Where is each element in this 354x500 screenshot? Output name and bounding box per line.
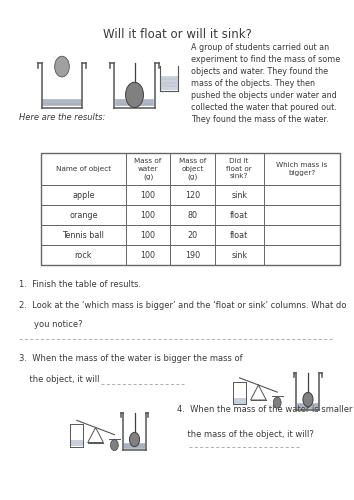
Polygon shape — [297, 403, 319, 408]
Text: apple: apple — [72, 190, 95, 200]
Text: Which mass is
bigger?: Which mass is bigger? — [276, 162, 327, 175]
Polygon shape — [42, 100, 81, 106]
Bar — [41, 225, 340, 245]
Text: 100: 100 — [141, 230, 156, 239]
Text: the object, it will: the object, it will — [19, 374, 100, 384]
Circle shape — [110, 440, 118, 450]
Text: sink: sink — [231, 190, 247, 200]
Polygon shape — [233, 398, 246, 404]
Polygon shape — [124, 444, 145, 448]
Circle shape — [55, 56, 69, 77]
Text: sink: sink — [231, 250, 247, 260]
Text: 80: 80 — [187, 210, 198, 220]
Bar — [41, 205, 340, 225]
Text: Mass of
water
(g): Mass of water (g) — [135, 158, 162, 180]
Polygon shape — [160, 76, 178, 90]
Text: you notice?: you notice? — [34, 320, 82, 329]
Text: float: float — [230, 210, 248, 220]
Bar — [41, 152, 340, 185]
Circle shape — [126, 82, 143, 108]
Text: Did it
float or
sink?: Did it float or sink? — [226, 158, 252, 180]
Text: 20: 20 — [187, 230, 198, 239]
Polygon shape — [70, 440, 83, 446]
Circle shape — [130, 432, 139, 446]
Text: Here are the results:: Here are the results: — [19, 114, 106, 122]
Text: Tennis ball: Tennis ball — [62, 230, 104, 239]
Text: Name of object: Name of object — [56, 166, 111, 172]
Text: 100: 100 — [141, 210, 156, 220]
Text: 3.  When the mass of the water is bigger the mass of: 3. When the mass of the water is bigger … — [19, 354, 243, 362]
Circle shape — [303, 392, 313, 406]
Text: A group of students carried out an
experiment to find the mass of some
objects a: A group of students carried out an exper… — [191, 42, 341, 124]
Text: 120: 120 — [185, 190, 200, 200]
Text: orange: orange — [69, 210, 98, 220]
Text: Mass of
object
(g): Mass of object (g) — [179, 158, 206, 180]
Circle shape — [273, 397, 281, 408]
Bar — [41, 152, 340, 265]
Text: 100: 100 — [141, 190, 156, 200]
Bar — [41, 185, 340, 205]
Text: 190: 190 — [185, 250, 200, 260]
Text: 1.  Finish the table of results.: 1. Finish the table of results. — [19, 280, 142, 289]
Text: Will it float or will it sink?: Will it float or will it sink? — [103, 28, 251, 40]
Text: float: float — [230, 230, 248, 239]
Text: 100: 100 — [141, 250, 156, 260]
Bar — [41, 245, 340, 265]
Text: 2.  Look at the ‘which mass is bigger’ and the ‘float or sink’ columns. What do: 2. Look at the ‘which mass is bigger’ an… — [19, 301, 347, 310]
Text: 4.  When the mass of the water is smaller

    the mass of the object, it will?: 4. When the mass of the water is smaller… — [177, 404, 353, 438]
Polygon shape — [115, 100, 154, 106]
Text: rock: rock — [75, 250, 92, 260]
